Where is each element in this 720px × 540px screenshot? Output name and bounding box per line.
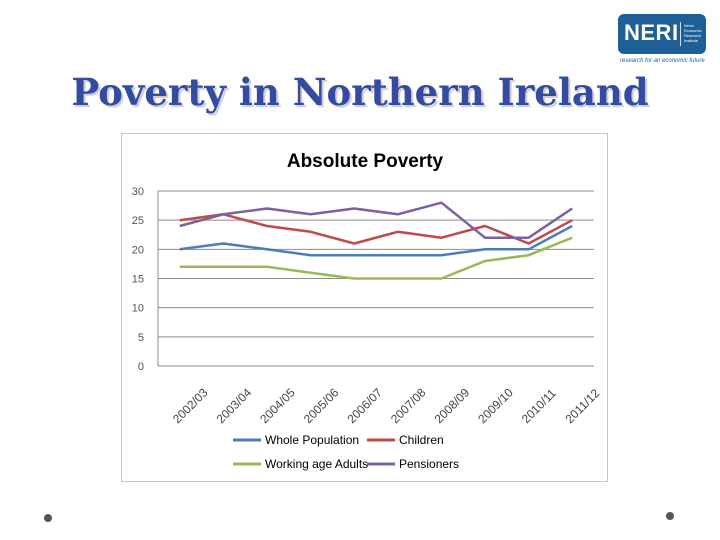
legend-label: Working age Adults xyxy=(265,457,368,471)
logo-badge: NERI Nevin Economic Research Institute xyxy=(618,14,706,54)
slide-title: Poverty in Northern Ireland xyxy=(71,70,649,114)
y-tick-label: 15 xyxy=(132,274,144,286)
slide-bullet-dot-left xyxy=(44,514,52,522)
x-tick-label: 2010/11 xyxy=(519,386,559,426)
y-tick-label: 25 xyxy=(132,215,144,227)
logo-divider xyxy=(680,22,681,46)
legend-label: Children xyxy=(399,433,444,447)
series-line-children xyxy=(179,213,573,245)
y-tick-label: 30 xyxy=(132,186,144,198)
y-tick-label: 10 xyxy=(132,303,144,315)
logo-word: NERI xyxy=(624,20,679,45)
absolute-poverty-chart: Absolute Poverty 0 5 10 15 20 25 30 2002/03 2003/… xyxy=(132,151,603,471)
x-tick-label: 2003/04 xyxy=(214,385,255,426)
x-tick-label: 2004/05 xyxy=(257,385,298,426)
legend-label: Pensioners xyxy=(399,457,459,471)
series-line-working-age-adults xyxy=(179,236,573,280)
logo-name: Nevin Economic Research Institute xyxy=(684,23,702,43)
x-tick-label: 2009/10 xyxy=(475,385,516,426)
chart-title: Absolute Poverty xyxy=(287,151,444,172)
chart-frame: Absolute Poverty 0 5 10 15 20 25 30 2002/03 2003/… xyxy=(121,133,608,482)
series-line-pensioners xyxy=(179,201,573,239)
y-tick-label: 5 xyxy=(138,332,144,344)
x-tick-label: 2011/12 xyxy=(562,386,602,426)
x-tick-label: 2005/06 xyxy=(301,385,342,426)
y-tick-label: 0 xyxy=(138,361,144,373)
x-tick-label: 2008/09 xyxy=(432,385,473,426)
neri-logo: NERI Nevin Economic Research Institute r… xyxy=(618,14,714,70)
y-tick-label: 20 xyxy=(132,244,144,256)
x-tick-label: 2007/08 xyxy=(388,385,429,426)
x-tick-label: 2006/07 xyxy=(344,385,385,426)
series-line-whole-population xyxy=(179,224,573,257)
x-tick-label: 2002/03 xyxy=(170,385,211,426)
logo-tagline: research for an economic future xyxy=(620,58,705,64)
slide-bullet-dot-right xyxy=(666,512,674,520)
legend-label: Whole Population xyxy=(265,433,359,447)
